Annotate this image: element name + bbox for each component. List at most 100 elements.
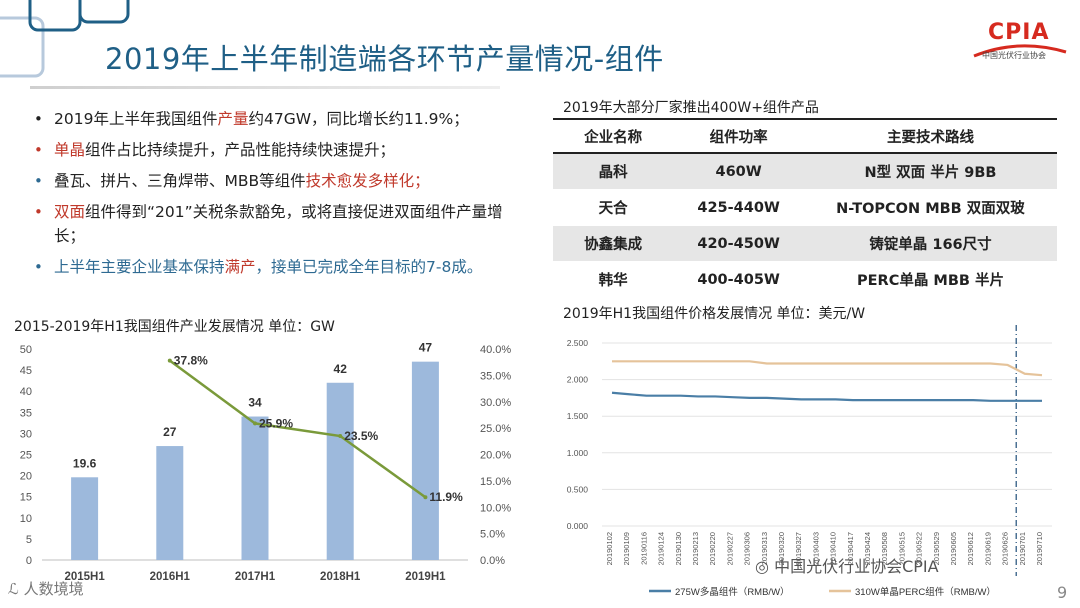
x-tick-label: 20190710 [1035, 532, 1044, 565]
watermark-right: ◎ 中国光伏行业协会CPIA [755, 553, 939, 577]
bar-data-label: 47 [419, 341, 433, 355]
y2-tick-label: 20.0% [480, 450, 511, 462]
x-tick-label: 20190605 [949, 532, 958, 565]
y-tick-label: 40 [20, 386, 32, 398]
y-tick-label: 1.500 [567, 411, 589, 421]
y-tick-label: 15 [20, 492, 32, 504]
x-tick-label: 20190508 [880, 532, 889, 565]
x-tick-label: 20190619 [983, 532, 992, 565]
growth-data-label: 25.9% [259, 416, 293, 430]
y2-tick-label: 0.0% [480, 555, 505, 567]
logo-text: CPIA [988, 20, 1050, 45]
table-cell: 420-450W [673, 225, 804, 262]
bullet-list: • 2019年上半年我国组件产量约47GW，同比增长约11.9%； • 单晶组件占比持… [32, 107, 522, 286]
bullet-text: 技术愈发多样化； [305, 172, 430, 190]
y-tick-label: 0.500 [567, 484, 589, 494]
table-cell: N-TOPCON MBB 双面双玻 [803, 189, 1057, 226]
x-tick-label: 20190213 [691, 532, 700, 565]
y2-tick-label: 40.0% [480, 344, 511, 356]
page-number: 9 [1057, 583, 1068, 602]
x-tick-label: 2016H1 [150, 571, 191, 583]
bar [241, 416, 269, 560]
legend-label: 275W多晶组件（RMB/W） [675, 586, 790, 598]
legend-label: 310W单晶PERC组件（RMB/W） [855, 586, 996, 598]
table-cell: 400-405W [673, 261, 804, 298]
x-tick-label: 2015H1 [64, 571, 105, 583]
y2-tick-label: 35.0% [480, 370, 511, 382]
y-tick-label: 35 [20, 407, 32, 419]
growth-point [423, 495, 428, 500]
y-tick-label: 50 [20, 344, 32, 356]
x-tick-label: 20190403 [811, 532, 820, 565]
price-chart: 0.000 0.500 1.000 1.500 2.000 2.500 20190102 20… [567, 325, 1052, 598]
table-cell: 协鑫集成 [553, 225, 674, 262]
growth-point [338, 434, 343, 439]
y2-tick-label: 5.0% [480, 529, 505, 541]
table-cell: 铸锭单晶 166尺寸 [803, 225, 1057, 262]
bullet-item: • 上半年主要企业基本保持满产，接单已完成全年目标的7-8成。 [32, 255, 522, 279]
x-tick-label: 20190227 [725, 532, 734, 565]
x-tick-label: 20190410 [829, 532, 838, 565]
bar [411, 361, 439, 560]
logo-subtitle: 中国光伏行业协会 [982, 51, 1046, 60]
bullet-item: • 叠瓦、拼片、三角焊带、MBB等组件技术愈发多样化； [32, 169, 522, 193]
growth-data-label: 23.5% [344, 429, 378, 443]
watermark-logo-icon: ℒ [8, 580, 19, 598]
table-body: 晶科 460W N型 双面 半片 9BB 天合 425-440W N-TOPCON MBB… [553, 153, 1057, 298]
growth-point [253, 421, 257, 426]
price-series-line [612, 360, 1043, 377]
x-tick-label: 2018H1 [320, 571, 361, 583]
bullet-text: 双面 [54, 203, 86, 221]
table-cell: PERC单晶 MBB 半片 [803, 261, 1057, 298]
left-chart-title: 2015-2019年H1我国组件产业发展情况 单位：GW [14, 319, 335, 335]
bullet-text: 叠瓦、拼片、三角焊带、MBB等组件 [54, 172, 306, 190]
product-table: 企业名称 组件功率 主要技术路线 晶科 460W N型 双面 半片 9BB 天合 425-4… [553, 118, 1057, 298]
watermark-left: ℒ 人数境境 [8, 578, 84, 599]
bar-data-label: 34 [248, 396, 262, 410]
table-cell: 晶科 [553, 153, 674, 190]
growth-data-label: 11.9% [429, 490, 463, 504]
growth-data-label: 37.8% [174, 354, 208, 368]
table-header-cell: 主要技术路线 [803, 118, 1057, 154]
bullet-text: 组件占比持续提升，产品性能持续快速提升； [85, 141, 396, 159]
x-tick-label: 20190313 [760, 532, 769, 565]
table-cell: 韩华 [553, 261, 674, 298]
y2-tick-label: 25.0% [480, 423, 511, 435]
table-row: 晶科 460W N型 双面 半片 9BB [553, 153, 1057, 190]
y2-tick-label: 10.0% [480, 502, 511, 514]
bar [326, 382, 354, 560]
x-tick-label: 2017H1 [235, 571, 276, 583]
x-tick-label: 20190529 [932, 532, 941, 565]
x-tick-label: 20190220 [708, 532, 717, 565]
bullet-text: ，接单已完成全年目标的7-8成。 [255, 258, 483, 276]
x-tick-label: 20190124 [657, 532, 666, 565]
x-tick-label: 20190327 [794, 532, 803, 565]
growth-point [167, 358, 172, 363]
right-chart-title: 2019年H1我国组件价格发展情况 单位：美元/W [563, 306, 866, 322]
bullet-dot-icon: • [34, 141, 43, 159]
table-header-row: 企业名称 组件功率 主要技术路线 [553, 118, 1057, 154]
table-cell: 425-440W [673, 189, 804, 226]
x-tick-label: 20190522 [915, 532, 924, 565]
watermark-left-text: 人数境境 [23, 580, 84, 598]
y2-tick-label: 30.0% [480, 397, 511, 409]
y-tick-label: 2.500 [567, 338, 589, 348]
bullet-item: • 单晶组件占比持续提升，产品性能持续快速提升； [32, 138, 522, 162]
table-row: 韩华 400-405W PERC单晶 MBB 半片 [553, 261, 1057, 298]
bullet-text: 上半年主要企业基本保持 [54, 258, 225, 276]
y-tick-label: 30 [20, 428, 32, 440]
table-header-cell: 组件功率 [673, 118, 804, 154]
bullet-item: • 2019年上半年我国组件产量约47GW，同比增长约11.9%； [32, 107, 522, 131]
slide-title: 2019年上半年制造端各环节产量情况-组件 [105, 42, 664, 76]
y-tick-label: 0 [26, 555, 32, 567]
table-title: 2019年大部分厂家推出400W+组件产品 [563, 100, 819, 116]
y2-tick-label: 15.0% [480, 476, 511, 488]
bullet-text: 单晶 [54, 141, 86, 159]
y-tick-label: 25 [20, 450, 32, 462]
bar-data-label: 27 [163, 425, 177, 439]
y-tick-label: 20 [20, 471, 32, 483]
bullet-item: • 双面组件得到“201”关税条款豁免，或将直接促进双面组件产量增长； [32, 200, 522, 248]
y-tick-label: 0.000 [567, 521, 589, 531]
x-tick-label: 2019H1 [405, 571, 446, 583]
x-tick-label: 20190130 [674, 532, 683, 565]
